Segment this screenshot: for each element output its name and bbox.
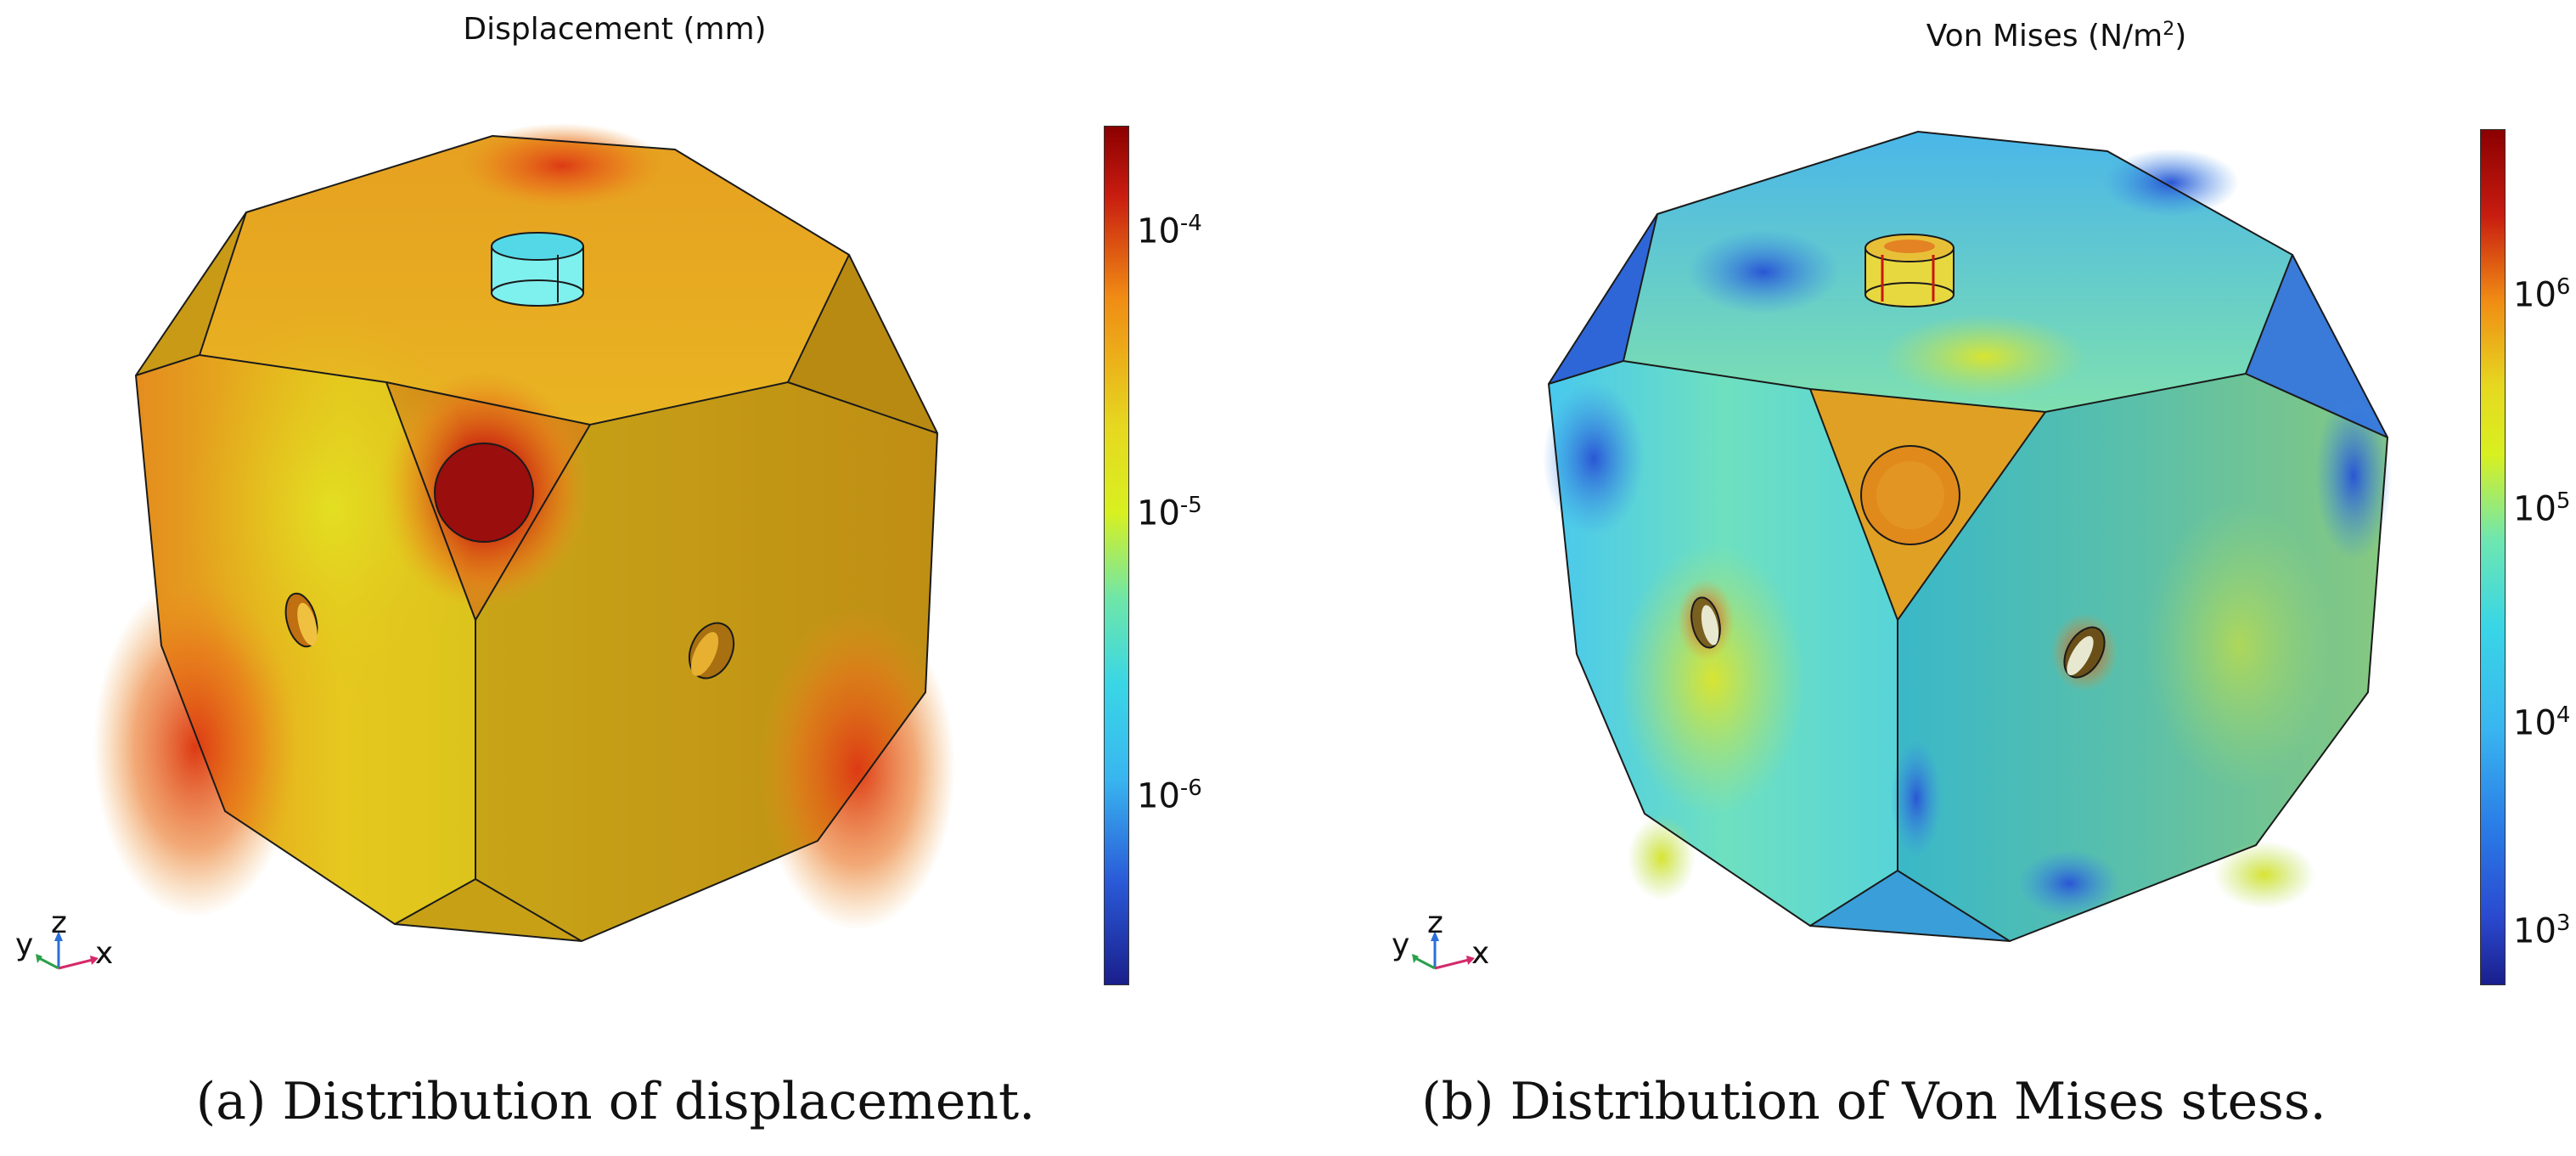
- face-top-right-bevel: [788, 255, 937, 433]
- colorbar-tick-1e3: 103: [2513, 910, 2571, 951]
- colorbar-tick-1e5: 105: [2513, 488, 2571, 529]
- plot-title-displacement: Displacement (mm): [463, 12, 767, 47]
- colorbar-tick-1e-6: 10-6: [1137, 775, 1202, 816]
- axis-label-x: x: [1471, 936, 1490, 971]
- colorbar-tick-1e-5: 10-5: [1137, 492, 1202, 533]
- axis-label-z: z: [1427, 905, 1443, 940]
- axis-label-y: y: [15, 928, 34, 962]
- axis-label-x: x: [95, 936, 114, 971]
- von-mises-colorbar: 106 105 104 103: [2480, 129, 2570, 985]
- colorbar-tick-1e6: 106: [2513, 273, 2571, 315]
- axis-label-y: y: [1392, 928, 1410, 962]
- colorbar-tick-1e4: 104: [2513, 702, 2571, 743]
- caption-b: (b) Distribution of Von Mises stess.: [1421, 1072, 2326, 1131]
- caption-a: (a) Distribution of displacement.: [195, 1072, 1036, 1131]
- panel-von-mises: Von Mises (N/m2): [1288, 0, 2576, 1156]
- axis-triad: y z x: [14, 905, 132, 977]
- von-mises-render: [1543, 130, 2392, 943]
- displacement-colorbar: 10-4 10-5 10-6: [1104, 126, 1202, 985]
- plot-title-von-mises: Von Mises (N/m2): [1926, 19, 2187, 54]
- displacement-render: [93, 123, 955, 943]
- colorbar-tick-1e-4: 10-4: [1137, 210, 1202, 251]
- panel-displacement: Displacement (mm): [14, 12, 1202, 1131]
- axis-label-z: z: [51, 905, 67, 940]
- face-bottom: [395, 879, 582, 941]
- axis-triad: y z x: [1390, 905, 1509, 977]
